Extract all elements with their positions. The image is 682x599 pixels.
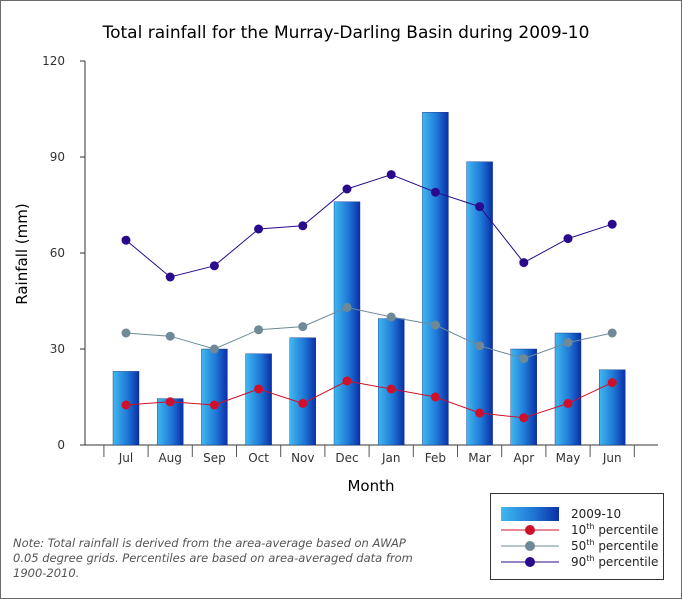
point-p50-jun: [607, 328, 617, 338]
point-p90-jun: [607, 219, 617, 229]
point-p50-oct: [254, 325, 264, 335]
point-p90-may: [563, 234, 573, 244]
x-tick-label: Sep: [203, 451, 226, 465]
point-p90-nov: [298, 221, 308, 231]
point-p10-oct: [254, 384, 264, 394]
legend-label-bar: 2009-10: [571, 507, 622, 521]
legend-label-p10: 10th percentile: [571, 522, 659, 538]
x-axis-title: Month: [347, 477, 394, 495]
legend-item-bar: 2009-10: [491, 506, 663, 522]
point-p90-jul: [121, 235, 131, 245]
point-p10-jan: [386, 384, 396, 394]
y-tick-label: 0: [57, 438, 65, 452]
x-tick-label: Jan: [381, 451, 401, 465]
y-tick-label: 90: [50, 150, 65, 164]
legend-item-p50: 50th percentile: [491, 538, 663, 554]
bar-may: [554, 332, 582, 446]
footnote: Note: Total rainfall is derived from the…: [13, 536, 413, 580]
y-tick-label: 120: [42, 54, 65, 68]
bar-sep: [201, 348, 228, 446]
bar-jan: [378, 318, 405, 446]
legend-p50-swatch: [501, 541, 559, 551]
line-series: [121, 170, 617, 423]
bar-series: [112, 111, 626, 446]
point-p10-may: [563, 398, 573, 408]
point-p90-apr: [519, 258, 529, 268]
point-p50-apr: [519, 354, 529, 364]
x-tick-label: Jun: [602, 451, 622, 465]
y-tick-label: 60: [50, 246, 65, 260]
x-tick-label: Jul: [118, 451, 133, 465]
legend-item-p90: 90th percentile: [491, 554, 663, 570]
point-p10-mar: [475, 408, 485, 418]
y-axis-title: Rainfall (mm): [13, 203, 31, 304]
point-p90-jan: [386, 170, 396, 180]
line-p50: [125, 306, 613, 360]
y-tick-label: 30: [50, 342, 65, 356]
chart-title: Total rainfall for the Murray-Darling Ba…: [102, 23, 590, 43]
legend-p90-swatch: [501, 557, 559, 567]
point-p50-feb: [430, 320, 440, 330]
line-p10: [125, 380, 613, 419]
bar-dec: [333, 201, 361, 446]
point-p50-may: [563, 338, 573, 348]
point-p10-jun: [607, 378, 617, 388]
x-tick-label: Aug: [158, 451, 181, 465]
point-p10-aug: [165, 397, 175, 407]
point-p90-dec: [342, 184, 352, 194]
point-p10-jul: [121, 400, 131, 410]
legend-item-p10: 10th percentile: [491, 522, 663, 538]
point-p50-jan: [386, 312, 396, 322]
point-p10-feb: [430, 392, 440, 402]
point-p50-aug: [165, 331, 175, 341]
point-p90-oct: [254, 224, 264, 234]
x-tick-label: Feb: [425, 451, 446, 465]
point-p90-mar: [475, 202, 485, 212]
legend-bar-swatch: [501, 507, 559, 521]
point-p10-apr: [519, 413, 529, 423]
bar-oct: [245, 353, 272, 446]
bar-apr: [510, 348, 537, 446]
legend: 2009-10 10th percentile 50th percentile …: [490, 493, 664, 580]
x-tick-label: Dec: [335, 451, 358, 465]
bar-nov: [289, 337, 316, 446]
point-p10-sep: [209, 400, 219, 410]
point-p50-mar: [475, 341, 485, 351]
point-p50-nov: [298, 322, 308, 332]
point-p90-sep: [209, 261, 219, 271]
x-tick-label: Apr: [513, 451, 534, 465]
x-tick-label: Nov: [291, 451, 314, 465]
x-tick-label: Mar: [468, 451, 491, 465]
x-tick-label: May: [556, 451, 581, 465]
line-p90: [125, 174, 613, 278]
point-p10-dec: [342, 376, 352, 386]
point-p10-nov: [298, 398, 308, 408]
y-axis: 0 30 60 90 120: [42, 54, 86, 452]
point-p50-sep: [209, 344, 219, 354]
point-p90-feb: [430, 187, 440, 197]
bar-feb: [422, 111, 449, 446]
x-tick-label: Oct: [248, 451, 269, 465]
x-axis: Jul Aug Sep Oct Nov Dec Jan Feb Mar Apr May Jun: [85, 444, 658, 465]
legend-p10-swatch: [501, 525, 559, 535]
point-p50-dec: [342, 302, 352, 312]
legend-label-p90: 90th percentile: [571, 554, 659, 570]
point-p90-aug: [165, 272, 175, 282]
legend-label-p50: 50th percentile: [571, 538, 659, 554]
point-p50-jul: [121, 328, 131, 338]
